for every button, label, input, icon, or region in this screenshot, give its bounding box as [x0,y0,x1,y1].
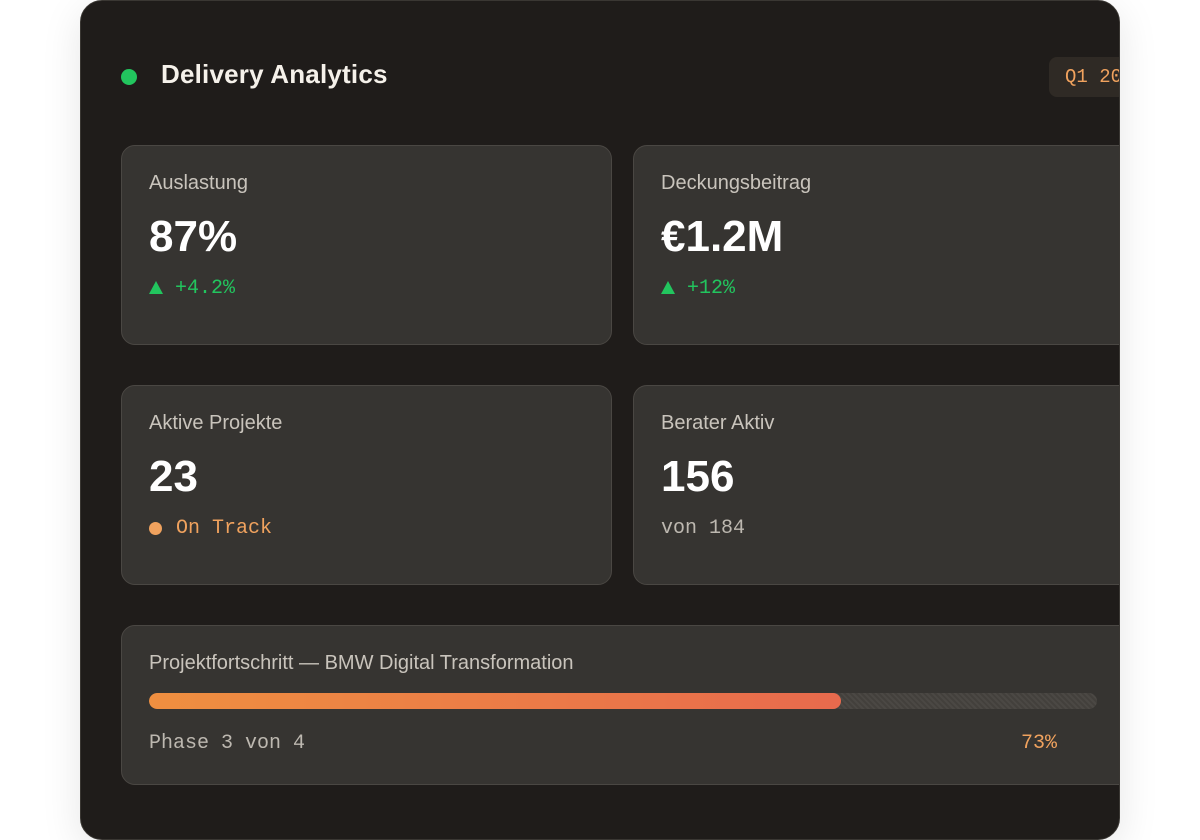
kpi-label: Deckungsbeitrag [661,172,812,194]
kpi-trend-value: +12% [687,276,736,300]
kpi-card-aktive-projekte: Aktive Projekte 23 On Track [121,385,612,585]
kpi-subtext: von 184 [661,516,745,540]
kpi-label: Aktive Projekte [149,412,283,434]
progress-fill [149,693,842,709]
kpi-card-deckungsbeitrag: Deckungsbeitrag €1.2M +12% [633,145,1119,345]
page-title: Delivery Analytics [161,59,388,89]
kpi-value: 87% [149,212,238,261]
status-dot-icon [121,69,137,85]
analytics-panel: Delivery Analytics Q1 2025 Auslastung 87… [80,0,1120,840]
kpi-subtext-value: von 184 [661,516,746,540]
period-selector[interactable]: Q1 2025 [1049,57,1119,97]
trend-up-icon [149,280,163,294]
project-progress-card: Projektfortschritt — BMW Digital Transfo… [121,625,1119,785]
status-dot-icon [149,521,162,535]
kpi-card-auslastung: Auslastung 87% +4.2% [121,145,612,345]
kpi-value: 23 [149,452,198,501]
kpi-card-berater-aktiv: Berater Aktiv 156 von 184 [633,385,1119,585]
kpi-label: Auslastung [149,172,248,194]
kpi-trend: +4.2% [149,276,235,300]
kpi-value: €1.2M [661,212,784,261]
progress-percent: 73% [1021,732,1058,755]
project-progress-title: Projektfortschritt — BMW Digital Transfo… [149,652,574,674]
kpi-status-text: On Track [176,516,273,540]
kpi-trend: +12% [661,276,735,300]
kpi-trend-value: +4.2% [175,276,236,300]
kpi-value: 156 [661,452,735,501]
kpi-label: Berater Aktiv [661,412,775,434]
kpi-status: On Track [149,516,272,540]
progress-bar [149,693,1097,709]
phase-label: Phase 3 von 4 [149,732,306,755]
panel-header: Delivery Analytics Q1 2025 [81,1,1119,151]
trend-up-icon [661,280,675,294]
